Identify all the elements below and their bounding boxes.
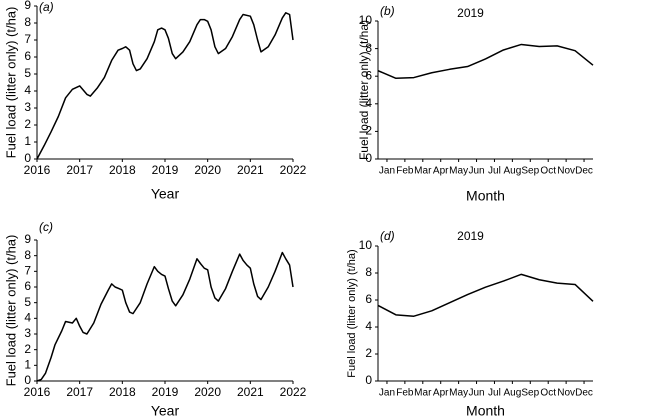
data-line	[377, 43, 594, 80]
y-tick-label: 4	[365, 96, 372, 110]
x-tick-label: Jan	[379, 388, 395, 399]
x-tick-label: May	[449, 166, 468, 177]
x-tick-label: Jun	[468, 166, 484, 177]
x-tick-label: 2016	[24, 385, 51, 399]
x-tick-label: 2019	[152, 385, 179, 399]
panel-label: (c)	[39, 220, 53, 234]
x-tick-label: 2017	[66, 385, 93, 399]
x-tick-label: May	[449, 388, 468, 399]
x-tick-label: 2018	[109, 385, 136, 399]
y-tick-label: 0	[365, 151, 372, 165]
x-tick-label: 2021	[237, 385, 264, 399]
y-tick-label: 8	[365, 41, 372, 55]
y-tick-label: 6	[365, 68, 372, 82]
data-line	[36, 12, 294, 160]
y-tick-label: 7	[24, 32, 31, 46]
y-tick-label: 9	[24, 0, 31, 12]
x-tick-label: 2021	[237, 163, 264, 177]
x-tick-label: Oct	[540, 388, 556, 399]
x-axis-label: Year	[151, 403, 180, 419]
data-line	[377, 273, 594, 317]
x-tick-label: 2019	[152, 163, 179, 177]
x-tick-label: Feb	[396, 388, 414, 399]
x-axis-label: Year	[151, 186, 180, 202]
x-tick-label: 2020	[194, 385, 221, 399]
y-tick-label: 6	[24, 49, 31, 63]
x-tick-label: 2020	[194, 163, 221, 177]
x-tick-label: Nov	[557, 166, 575, 177]
x-tick-label: Oct	[540, 166, 556, 177]
y-tick-label: 4	[24, 311, 31, 325]
y-tick-label: 10	[359, 13, 373, 27]
y-axis-label: Fuel load (litter only) (t/ha)	[3, 235, 18, 387]
x-tick-label: 2018	[109, 163, 136, 177]
y-tick-label: 3	[24, 100, 31, 114]
panel-title: 2019	[457, 229, 484, 243]
x-tick-label: Dec	[575, 166, 593, 177]
x-tick-label: Jun	[468, 388, 484, 399]
y-tick-label: 5	[24, 66, 31, 80]
y-tick-label: 9	[24, 232, 31, 246]
y-tick-label: 2	[365, 346, 372, 360]
x-tick-label: Mar	[414, 388, 432, 399]
y-tick-label: 8	[365, 265, 372, 279]
x-tick-label: Jan	[379, 166, 395, 177]
y-tick-label: 0	[365, 373, 372, 387]
y-tick-label: 2	[24, 117, 31, 131]
y-tick-label: 0	[24, 151, 31, 165]
panel-label: (d)	[380, 229, 395, 243]
x-tick-label: 2017	[66, 163, 93, 177]
x-tick-label: Sep	[521, 388, 539, 399]
y-tick-label: 6	[365, 292, 372, 306]
x-tick-label: Jul	[488, 166, 501, 177]
x-tick-label: Mar	[414, 166, 432, 177]
y-axis-label: Fuel load (litter only) (t/ha)	[3, 7, 18, 159]
y-axis-label: Fuel load (litter only) (t/ha)	[346, 249, 358, 377]
data-line	[36, 251, 294, 382]
y-tick-label: 7	[24, 264, 31, 278]
y-tick-label: 2	[24, 342, 31, 356]
x-tick-label: 2022	[280, 385, 307, 399]
y-tick-label: 1	[24, 134, 31, 148]
x-tick-label: Sep	[521, 166, 539, 177]
y-tick-label: 2	[365, 124, 372, 138]
y-tick-label: 0	[24, 373, 31, 387]
y-tick-label: 6	[24, 279, 31, 293]
y-tick-label: 8	[24, 248, 31, 262]
y-tick-label: 3	[24, 326, 31, 340]
y-tick-label: 4	[24, 83, 31, 97]
x-axis-label: Month	[466, 403, 505, 419]
y-axis-label: Fuel load (litter only) (t/ha)	[357, 20, 371, 160]
x-tick-label: Feb	[396, 166, 414, 177]
y-tick-label: 5	[24, 295, 31, 309]
y-tick-label: 1	[24, 358, 31, 372]
x-tick-label: Nov	[557, 388, 575, 399]
x-tick-label: Aug	[503, 388, 521, 399]
panel-label: (b)	[380, 4, 395, 18]
y-tick-label: 4	[365, 319, 372, 333]
x-axis-label: Month	[466, 188, 505, 204]
panel-label: (a)	[39, 0, 54, 14]
panel-title: 2019	[457, 6, 484, 20]
x-tick-label: Aug	[503, 166, 521, 177]
x-tick-label: 2022	[280, 163, 307, 177]
y-tick-label: 10	[359, 238, 373, 252]
x-tick-label: Dec	[575, 388, 593, 399]
x-tick-label: Apr	[433, 388, 449, 399]
y-tick-label: 8	[24, 15, 31, 29]
x-tick-label: Apr	[433, 166, 449, 177]
x-tick-label: Jul	[488, 388, 501, 399]
x-tick-label: 2016	[24, 163, 51, 177]
